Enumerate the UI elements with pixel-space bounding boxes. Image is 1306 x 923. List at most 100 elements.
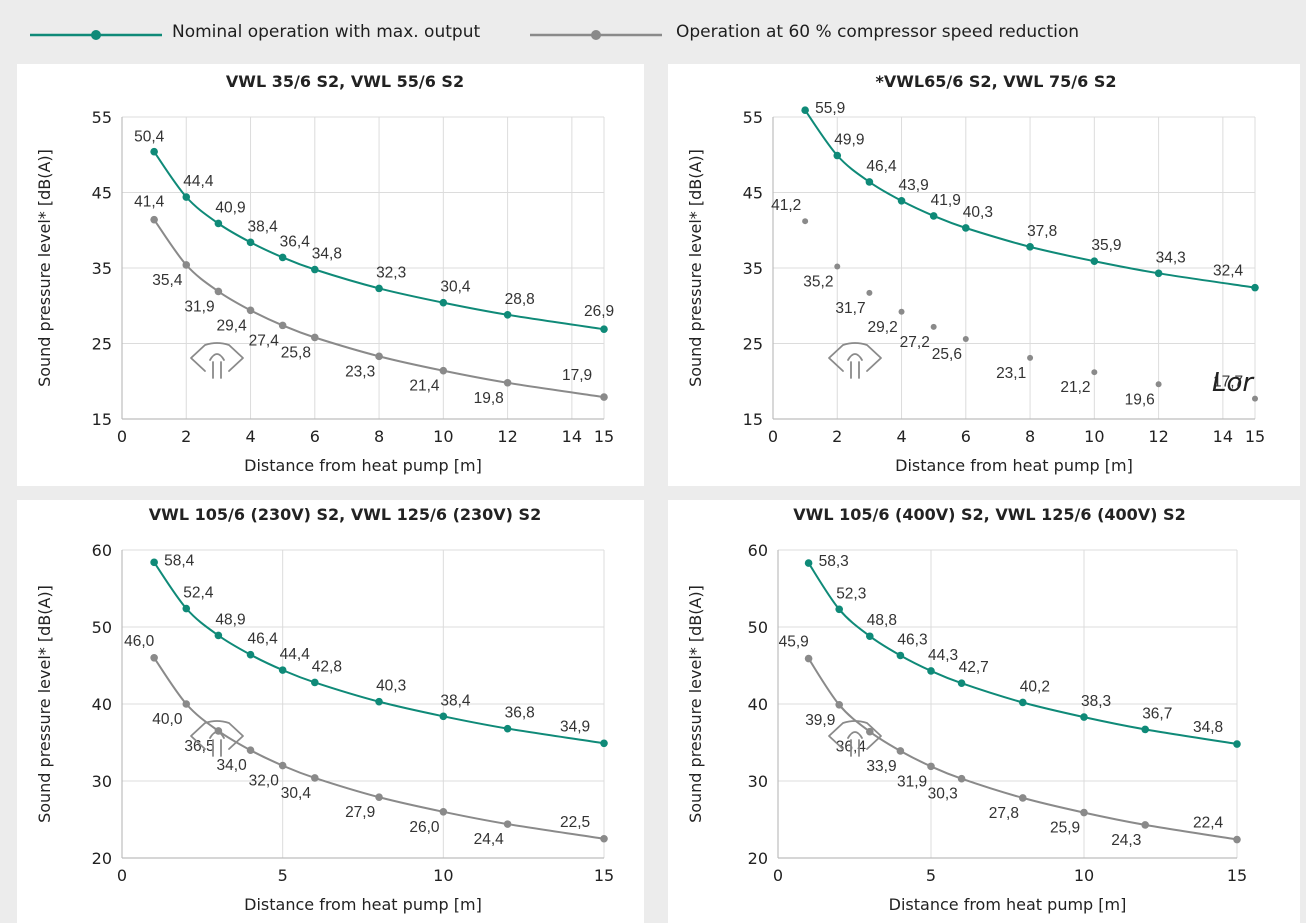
data-point xyxy=(1090,257,1099,266)
data-point xyxy=(375,284,383,293)
data-label: 19,8 xyxy=(474,390,504,407)
data-label: 30,3 xyxy=(928,786,958,803)
data-label: 27,2 xyxy=(900,334,930,351)
y-axis-label: Sound pressure level* [dB(A)] xyxy=(35,585,54,823)
data-point xyxy=(896,651,905,660)
data-point xyxy=(1141,821,1149,829)
data-label: 17,9 xyxy=(562,367,592,384)
y-tick-label: 30 xyxy=(92,772,112,791)
data-point xyxy=(1252,395,1258,402)
y-tick-label: 45 xyxy=(743,184,763,203)
chart-panel-vwl-105-125-230v: 20 30 40 50 60 0 5 10 15 VWL 105/6 (230V) S2, VWL… xyxy=(17,500,644,923)
data-point xyxy=(866,289,873,296)
data-point xyxy=(150,147,158,156)
x-tick-label: 8 xyxy=(374,427,384,446)
x-axis-label: Distance from heat pump [m] xyxy=(244,895,482,914)
chart-title: VWL 105/6 (230V) S2, VWL 125/6 (230V) S2 xyxy=(149,505,541,524)
legend-reduced-marker-icon xyxy=(591,30,601,40)
data-point xyxy=(311,333,319,342)
series-nominal: 58,3 52,348,846,344,342,7 40,2 38,3 36,7 34,8 xyxy=(804,553,1241,748)
data-label: 34,8 xyxy=(312,246,342,263)
data-label: 34,8 xyxy=(1193,719,1223,736)
series-reduced: 46,0 40,036,534,032,030,4 27,9 26,0 24,4 22,5 xyxy=(124,633,608,848)
series-line xyxy=(807,562,1238,745)
data-label: 41,9 xyxy=(931,192,961,209)
legend-reduced-label: Operation at 60 % compressor speed reduc… xyxy=(676,22,1080,42)
data-point xyxy=(246,306,255,315)
x-tick-label: 14 xyxy=(562,427,582,446)
data-point xyxy=(278,321,287,330)
data-point xyxy=(1080,808,1088,817)
data-point xyxy=(182,193,191,201)
listener-ear-icon xyxy=(828,342,882,379)
y-tick-label: 60 xyxy=(92,541,112,560)
x-axis-label: Distance from heat pump [m] xyxy=(895,456,1133,475)
y-tick-label: 35 xyxy=(92,259,112,278)
listener-ear-icon xyxy=(190,342,244,379)
data-label: 27,9 xyxy=(345,804,375,821)
data-point xyxy=(439,712,448,721)
x-tick-label: 15 xyxy=(594,866,614,885)
data-point xyxy=(375,697,383,706)
data-point xyxy=(834,263,841,270)
data-label: 38,4 xyxy=(440,692,471,709)
data-label: 37,8 xyxy=(1027,223,1057,240)
data-label: 33,9 xyxy=(866,758,896,775)
x-tick-label: 6 xyxy=(310,427,320,446)
data-point xyxy=(1080,713,1088,721)
data-point xyxy=(246,746,255,754)
data-label: 40,2 xyxy=(1020,678,1050,695)
y-tick-label: 55 xyxy=(743,108,763,127)
data-label: 44,4 xyxy=(183,173,214,190)
data-point xyxy=(150,215,158,224)
grid-lines xyxy=(772,116,1256,420)
data-label: 24,4 xyxy=(474,831,505,848)
data-label: 39,9 xyxy=(805,712,835,729)
data-label: 52,4 xyxy=(183,585,214,602)
data-label: 30,4 xyxy=(440,279,471,296)
legend: Nominal operation with max. output Opera… xyxy=(0,0,1306,64)
data-point xyxy=(804,559,813,567)
data-label: 49,9 xyxy=(834,132,864,149)
data-label: 36,4 xyxy=(280,233,311,250)
series-nominal: 50,4 44,440,938,436,434,8 32,3 30,4 28,8 26,9 xyxy=(134,129,614,333)
data-label: 46,4 xyxy=(248,631,279,648)
y-tick-label: 45 xyxy=(92,184,112,203)
data-label: 29,2 xyxy=(868,319,898,336)
data-label: 36,5 xyxy=(184,738,214,755)
data-label: 58,4 xyxy=(164,552,195,569)
data-point xyxy=(801,106,809,115)
data-label: 23,1 xyxy=(996,365,1026,382)
data-point xyxy=(600,834,608,843)
x-tick-label: 12 xyxy=(497,427,517,446)
data-label: 40,3 xyxy=(963,204,993,221)
data-label: 32,0 xyxy=(249,773,280,790)
data-point xyxy=(1019,698,1027,707)
data-point xyxy=(214,631,223,640)
data-label: 42,7 xyxy=(959,659,989,676)
data-label: 44,4 xyxy=(280,646,311,663)
data-point xyxy=(503,311,512,319)
data-label: 26,0 xyxy=(409,819,440,836)
x-axis-label: Distance from heat pump [m] xyxy=(244,456,482,475)
data-point xyxy=(311,774,319,782)
data-label: 31,9 xyxy=(897,773,927,790)
data-point xyxy=(866,727,874,736)
data-point xyxy=(1251,283,1259,292)
ear-outline xyxy=(190,342,244,372)
data-label: 58,3 xyxy=(819,553,849,570)
data-point xyxy=(214,219,223,228)
data-point xyxy=(311,265,319,274)
data-label: 40,0 xyxy=(152,711,183,728)
x-tick-label: 8 xyxy=(1025,427,1035,446)
chart-panel-vwl-35-55: 15 25 35 45 55 0 2 4 6 8 10 12 14 15 VWL 35/6 S2, VWL … xyxy=(17,64,644,486)
x-tick-label: 15 xyxy=(594,427,614,446)
data-label: 40,3 xyxy=(376,678,406,695)
data-label: 34,0 xyxy=(217,757,248,774)
data-point xyxy=(246,650,255,659)
data-point xyxy=(503,820,512,828)
series-reduced: 41,2 35,231,729,227,225,6 23,1 21,2 19,6 17,7 xyxy=(771,197,1258,408)
data-point xyxy=(930,323,937,330)
x-tick-label: 15 xyxy=(1227,866,1247,885)
x-tick-label: 0 xyxy=(117,427,127,446)
